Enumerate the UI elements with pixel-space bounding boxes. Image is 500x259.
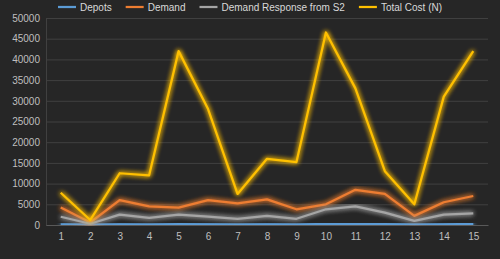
y-axis-line [47, 19, 489, 226]
chart: 0 5000 10000 15000 20000 25000 30000 35000 40000… [0, 0, 500, 259]
x-tick: 6 [206, 225, 212, 242]
grid-line [46, 142, 488, 143]
grid-line [46, 80, 488, 81]
y-axis: 0 5000 10000 15000 20000 25000 30000 35000 40000… [12, 13, 488, 231]
grid-line [46, 39, 488, 40]
x-tick: 5 [176, 225, 182, 242]
x-tick-label: 4 [147, 231, 153, 242]
y-tick: 20000 [12, 137, 488, 148]
legend: Depots Demand Demand Response from S2 Total… [58, 2, 442, 13]
y-tick: 45000 [12, 33, 488, 44]
legend-swatch [199, 6, 217, 8]
y-tick: 0 [34, 220, 488, 231]
x-tick-label: 6 [206, 231, 212, 242]
grid-line [46, 163, 488, 164]
y-tick-label: 15000 [12, 158, 40, 169]
x-tick: 10 [321, 225, 333, 242]
x-tick: 12 [380, 225, 392, 242]
legend-label: Depots [80, 2, 112, 13]
x-tick: 1 [58, 225, 64, 242]
legend-swatch [126, 6, 144, 8]
y-tick-label: 25000 [12, 116, 40, 127]
y-tick: 35000 [12, 75, 488, 86]
lines [61, 32, 474, 224]
y-tick-label: 5000 [18, 199, 41, 210]
x-tick-label: 15 [468, 231, 480, 242]
x-tick-label: 12 [380, 231, 392, 242]
plot: 0 5000 10000 15000 20000 25000 30000 35000 40000… [12, 13, 488, 242]
x-tick-label: 7 [235, 231, 241, 242]
x-tick: 9 [294, 225, 300, 242]
x-tick-label: 9 [294, 231, 300, 242]
x-tick: 2 [88, 225, 94, 242]
x-axis: 123456789101112131415 [47, 225, 489, 242]
legend-item: Depots [58, 2, 112, 13]
legend-swatch [359, 6, 377, 8]
y-tick: 25000 [12, 116, 488, 127]
x-tick-label: 1 [58, 231, 64, 242]
x-tick-label: 5 [176, 231, 182, 242]
legend-item: Total Cost (N) [359, 2, 442, 13]
x-tick-label: 10 [321, 231, 333, 242]
x-tick-label: 2 [88, 231, 94, 242]
x-tick-label: 3 [117, 231, 123, 242]
y-tick: 50000 [12, 13, 488, 24]
y-tick: 30000 [12, 96, 488, 107]
x-tick: 15 [468, 225, 480, 242]
x-tick: 7 [235, 225, 241, 242]
grid-line [46, 122, 488, 123]
series-line [61, 206, 474, 223]
grid-line [46, 18, 488, 19]
grid-line [46, 101, 488, 102]
y-tick-label: 20000 [12, 137, 40, 148]
series-line [61, 190, 474, 223]
series-line [61, 224, 474, 225]
grid-line [46, 59, 488, 60]
y-tick-label: 35000 [12, 75, 40, 86]
y-tick-label: 10000 [12, 178, 40, 189]
legend-item: Demand Response from S2 [199, 2, 345, 13]
legend-label: Demand Response from S2 [221, 2, 345, 13]
y-tick: 40000 [12, 54, 488, 65]
y-tick: 15000 [12, 158, 488, 169]
y-tick-label: 30000 [12, 96, 40, 107]
y-tick-label: 50000 [12, 13, 40, 24]
x-tick-label: 13 [409, 231, 421, 242]
x-tick-label: 8 [265, 231, 271, 242]
x-tick: 11 [351, 225, 362, 242]
x-tick-label: 11 [351, 231, 362, 242]
series-line [61, 32, 474, 220]
legend-swatch [58, 6, 76, 8]
x-tick: 13 [409, 225, 421, 242]
background [0, 0, 500, 259]
y-tick-label: 40000 [12, 54, 40, 65]
x-tick: 8 [265, 225, 271, 242]
y-tick-label: 0 [34, 220, 40, 231]
x-tick: 4 [147, 225, 153, 242]
x-tick-label: 14 [439, 231, 451, 242]
legend-item: Demand [126, 2, 186, 13]
x-tick: 3 [117, 225, 123, 242]
legend-label: Total Cost (N) [381, 2, 442, 13]
x-tick: 14 [439, 225, 451, 242]
y-tick-label: 45000 [12, 33, 40, 44]
legend-label: Demand [148, 2, 186, 13]
